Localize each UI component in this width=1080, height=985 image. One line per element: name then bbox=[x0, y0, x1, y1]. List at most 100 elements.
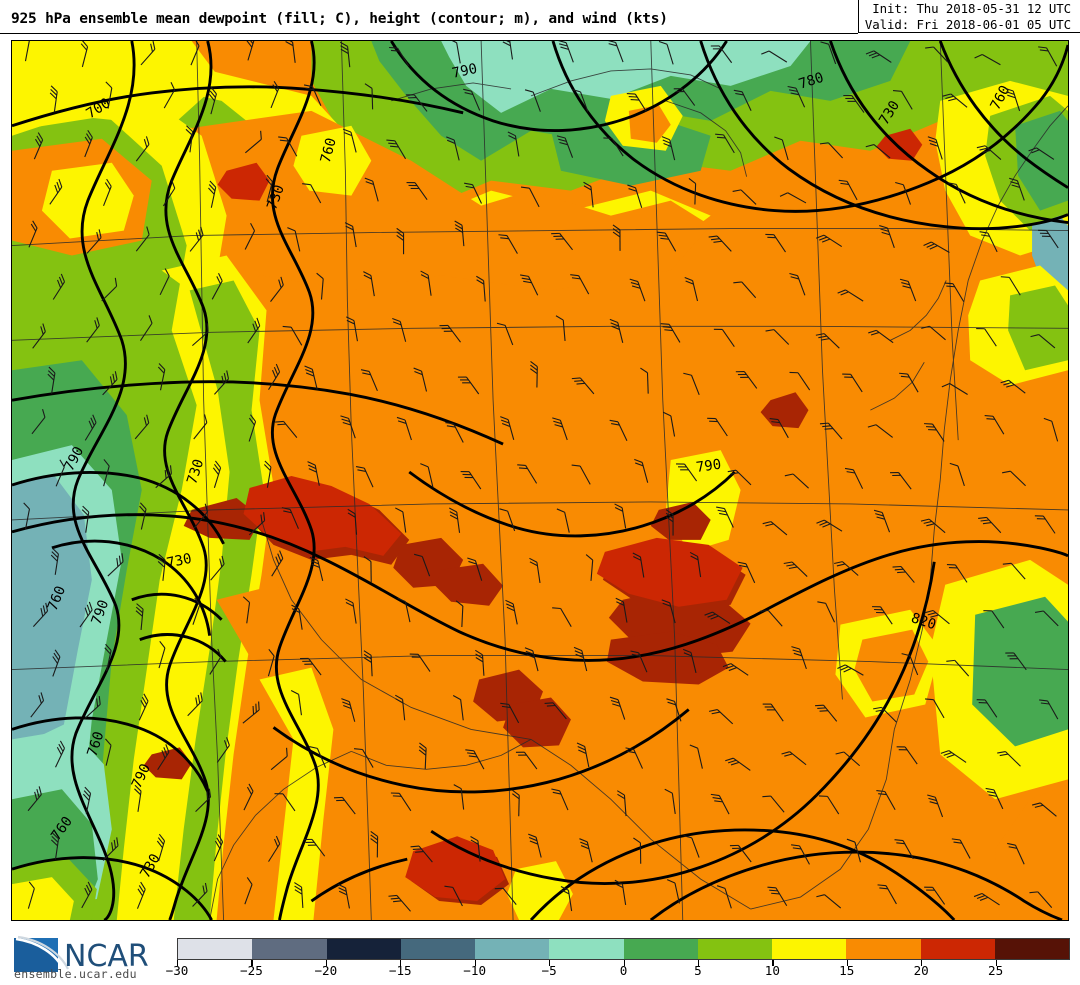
wind-barb-feather bbox=[54, 184, 59, 194]
wind-barb-feather bbox=[143, 693, 149, 702]
wind-barb-feather bbox=[138, 885, 145, 893]
wind-barb-feather bbox=[924, 609, 934, 614]
wind-barb bbox=[1010, 562, 1026, 580]
wind-barb-feather bbox=[264, 460, 272, 468]
wind-barb bbox=[981, 53, 1001, 66]
wind-barb-feather bbox=[546, 704, 556, 707]
wind-barb-feather bbox=[200, 692, 203, 701]
wind-barb-feather bbox=[730, 472, 739, 475]
wind-barb bbox=[902, 184, 912, 205]
wind-barb-feather bbox=[1010, 181, 1019, 185]
wind-barb bbox=[371, 88, 374, 110]
wind-barb-feather bbox=[195, 232, 200, 241]
wind-barb-feather bbox=[208, 187, 215, 195]
colorbar-label-3: −15 bbox=[388, 963, 412, 978]
wind-barb-feather bbox=[840, 666, 849, 671]
wind-barb-feather bbox=[662, 139, 671, 144]
wind-barb-feather bbox=[837, 664, 846, 669]
colorbar-label-8: 10 bbox=[764, 963, 780, 978]
wind-barb bbox=[1010, 470, 1026, 487]
colorbar-labels: −30 −25 −20 −15 −10 −5 0 5 10 15 20 25 bbox=[0, 963, 1080, 983]
wind-barb-feather bbox=[90, 417, 95, 426]
wind-barb-feather bbox=[445, 422, 454, 425]
wind-barb bbox=[107, 561, 124, 577]
wind-barb-feather bbox=[640, 367, 648, 374]
contour-label-790: 790 bbox=[451, 61, 479, 82]
wind-barb-feather bbox=[145, 136, 150, 145]
wind-barb-feather bbox=[389, 46, 398, 49]
wind-barb-feather bbox=[834, 561, 843, 565]
wind-barb-feather bbox=[730, 761, 740, 766]
wind-barb bbox=[770, 703, 784, 722]
wind-barb bbox=[214, 378, 229, 395]
wind-barb-feather bbox=[347, 512, 356, 518]
wind-barb-feather bbox=[735, 92, 744, 96]
wind-barb-feather bbox=[217, 648, 222, 657]
wind-barb-feather bbox=[895, 181, 904, 186]
wind-barb bbox=[579, 465, 591, 485]
wind-barb-feather bbox=[209, 90, 216, 98]
wind-barb-feather bbox=[929, 143, 939, 147]
wind-barb bbox=[799, 648, 807, 670]
wind-barb-feather bbox=[783, 561, 793, 565]
wind-barb-feather bbox=[290, 690, 299, 695]
wind-barb-feather bbox=[273, 81, 280, 89]
wind-barb bbox=[902, 840, 914, 860]
wind-barb-feather bbox=[413, 553, 423, 558]
colorbar-tick-8 bbox=[772, 960, 774, 966]
wind-barb-feather bbox=[157, 561, 165, 568]
wind-barb-feather bbox=[38, 695, 42, 704]
wind-barb-feather bbox=[106, 178, 112, 187]
wind-barb bbox=[590, 559, 594, 581]
wind-barb-feather bbox=[137, 888, 144, 897]
wind-barb-feather bbox=[36, 135, 42, 144]
wind-barb-feather bbox=[558, 41, 567, 44]
wind-barb-feather bbox=[819, 142, 829, 145]
wind-barb-feather bbox=[946, 659, 955, 662]
wind-barb-feather bbox=[892, 90, 902, 92]
wind-barb-feather bbox=[280, 276, 284, 286]
wind-barb-feather bbox=[82, 505, 90, 513]
wind-barb bbox=[456, 42, 461, 64]
wind-barb-feather bbox=[1030, 334, 1039, 338]
colorbar-label-9: 15 bbox=[839, 963, 855, 978]
wind-barb-feather bbox=[363, 274, 372, 280]
wind-barb-feather bbox=[552, 791, 562, 795]
wind-barb-feather bbox=[36, 789, 40, 798]
wind-barb-feather bbox=[784, 473, 794, 477]
wind-barb bbox=[362, 749, 374, 768]
wind-barb-feather bbox=[342, 701, 351, 706]
wind-barb-feather bbox=[561, 889, 570, 895]
wind-barb bbox=[402, 511, 407, 533]
wind-barb-feather bbox=[656, 231, 666, 234]
wind-barb-feather bbox=[614, 503, 623, 509]
wind-barb-feather bbox=[464, 92, 474, 96]
colorbar-swatch-0 bbox=[178, 939, 253, 959]
wind-barb-feather bbox=[711, 238, 720, 241]
wind-barb bbox=[105, 745, 112, 766]
colorbar-label-2: −20 bbox=[314, 963, 338, 978]
wind-barb bbox=[721, 329, 735, 348]
wind-barb-feather bbox=[683, 835, 692, 839]
wind-barb-feather bbox=[630, 650, 639, 654]
wind-barb-feather bbox=[281, 507, 291, 510]
wind-barb bbox=[781, 139, 789, 161]
wind-barb-feather bbox=[45, 602, 49, 612]
wind-barb-feather bbox=[94, 320, 98, 329]
wind-barb-feather bbox=[951, 838, 961, 841]
wind-barb bbox=[244, 230, 256, 250]
wind-barb-feather bbox=[609, 318, 618, 323]
wind-barb-feather bbox=[159, 640, 166, 649]
wind-barb bbox=[773, 329, 790, 345]
wind-barb-feather bbox=[940, 750, 950, 754]
wind-barb bbox=[311, 369, 318, 390]
geography-layer bbox=[12, 41, 1068, 920]
map-canvas[interactable]: 700 760 730 790 780 730 760 790 730 730 … bbox=[11, 40, 1069, 921]
wind-barb-feather bbox=[892, 565, 902, 568]
wind-barb-feather bbox=[944, 282, 953, 285]
wind-barb-feather bbox=[113, 839, 117, 849]
wind-barb-feather bbox=[105, 738, 112, 746]
wind-barb-feather bbox=[979, 147, 988, 151]
wind-barb-feather bbox=[528, 833, 537, 838]
